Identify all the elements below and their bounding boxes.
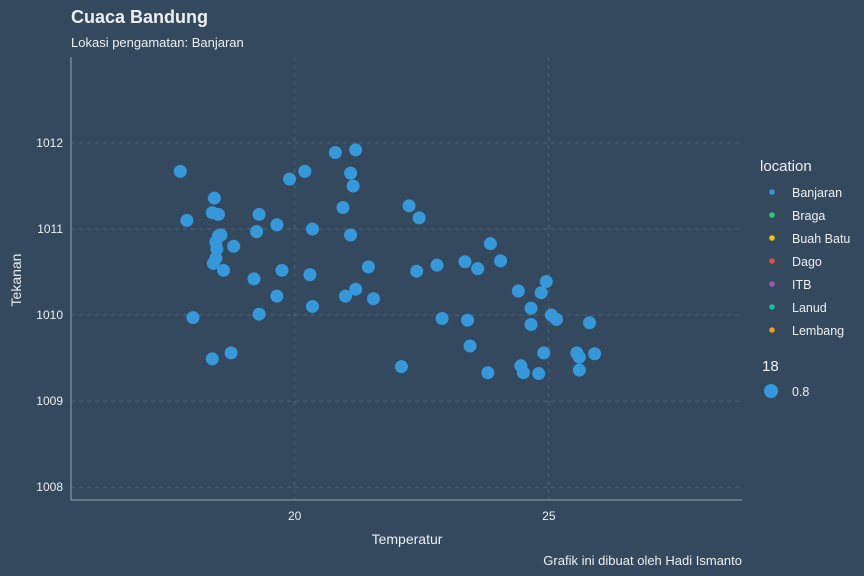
data-point xyxy=(250,225,264,239)
chart-title: Cuaca Bandung xyxy=(71,7,208,27)
data-point xyxy=(344,228,358,242)
data-point xyxy=(549,312,563,326)
y-axis-label: Tekanan xyxy=(8,254,24,307)
data-point xyxy=(461,313,474,327)
data-point xyxy=(205,352,219,366)
legend-marker xyxy=(769,304,775,310)
legend-size-marker xyxy=(764,384,778,398)
x-tick-label: 20 xyxy=(288,509,302,523)
data-point xyxy=(275,263,289,277)
data-point xyxy=(247,272,261,286)
data-point xyxy=(339,289,352,303)
data-point xyxy=(402,199,416,213)
data-points xyxy=(173,143,602,381)
chart-caption: Grafik ini dibuat oleh Hadi Ismanto xyxy=(543,553,742,568)
legend-marker xyxy=(769,258,775,264)
data-point xyxy=(252,207,266,221)
axes xyxy=(70,57,742,501)
data-point xyxy=(303,268,317,282)
y-tick-label: 1009 xyxy=(36,394,63,408)
data-point xyxy=(298,164,312,178)
data-point xyxy=(180,213,194,227)
data-point xyxy=(224,346,238,360)
data-point xyxy=(412,211,426,225)
data-point xyxy=(494,254,508,268)
data-point xyxy=(283,172,297,186)
data-point xyxy=(471,262,485,276)
data-point xyxy=(483,237,497,251)
data-point xyxy=(361,260,375,274)
y-tick-label: 1012 xyxy=(36,136,63,150)
data-point xyxy=(458,255,472,269)
data-point xyxy=(211,207,225,221)
legend-item-label: Lanud xyxy=(792,301,827,315)
y-tick-label: 1008 xyxy=(36,480,63,494)
data-point xyxy=(537,346,551,360)
y-tick-label: 1010 xyxy=(36,308,63,322)
data-point xyxy=(217,263,230,277)
legend: location Banjaran Braga Buah Batu Dago ITB La… xyxy=(760,158,850,399)
data-point xyxy=(524,301,538,315)
data-point xyxy=(186,311,200,325)
data-point xyxy=(270,289,284,303)
legend-item-label: Dago xyxy=(792,255,822,269)
y-tick-label: 1011 xyxy=(37,222,63,236)
data-point xyxy=(344,166,358,180)
data-point xyxy=(539,275,553,289)
legend-item-label: ITB xyxy=(792,278,811,292)
legend-marker xyxy=(769,235,775,241)
data-point xyxy=(210,242,224,256)
data-point xyxy=(305,299,319,313)
data-point xyxy=(336,201,350,215)
data-point xyxy=(349,143,363,157)
data-point xyxy=(270,218,284,232)
data-point xyxy=(305,222,319,236)
chart-subtitle: Lokasi pengamatan: Banjaran xyxy=(71,35,244,50)
data-point xyxy=(252,307,266,321)
data-point xyxy=(572,350,586,364)
data-point xyxy=(328,145,342,159)
data-point xyxy=(516,366,530,380)
data-point xyxy=(463,339,477,353)
legend-location-title: location xyxy=(760,158,812,175)
data-point xyxy=(524,318,538,332)
data-point xyxy=(207,191,221,205)
grid-lines xyxy=(71,57,742,500)
legend-size-title: 18 xyxy=(762,358,779,375)
data-point xyxy=(173,164,187,178)
data-point xyxy=(430,258,444,272)
legend-item-label: Banjaran xyxy=(792,186,842,200)
data-point xyxy=(346,179,360,193)
x-tick-label: 25 xyxy=(542,509,556,523)
data-point xyxy=(366,292,380,306)
data-point xyxy=(206,256,220,270)
data-point xyxy=(349,282,363,296)
data-point xyxy=(214,228,228,242)
data-point xyxy=(532,367,546,381)
legend-item-label: Braga xyxy=(792,209,825,223)
data-point xyxy=(572,363,586,377)
data-point xyxy=(435,311,449,325)
data-point xyxy=(227,239,241,253)
x-axis-label: Temperatur xyxy=(372,531,443,547)
data-point xyxy=(511,284,525,298)
legend-marker xyxy=(769,327,775,333)
legend-size-label: 0.8 xyxy=(792,385,809,399)
tick-labels: 1008 1009 1010 1011 1012 20 25 xyxy=(36,136,556,523)
legend-marker xyxy=(769,189,775,195)
data-point xyxy=(394,360,408,374)
legend-items: Banjaran Braga Buah Batu Dago ITB Lanud Lemban… xyxy=(769,186,850,338)
legend-item-label: Lembang xyxy=(792,324,844,338)
data-point xyxy=(583,316,596,330)
data-point xyxy=(410,264,424,278)
data-point xyxy=(588,347,602,361)
legend-item-label: Buah Batu xyxy=(792,232,850,246)
data-point xyxy=(481,366,495,380)
legend-marker xyxy=(769,281,775,287)
data-point xyxy=(534,286,548,300)
legend-marker xyxy=(769,212,775,218)
